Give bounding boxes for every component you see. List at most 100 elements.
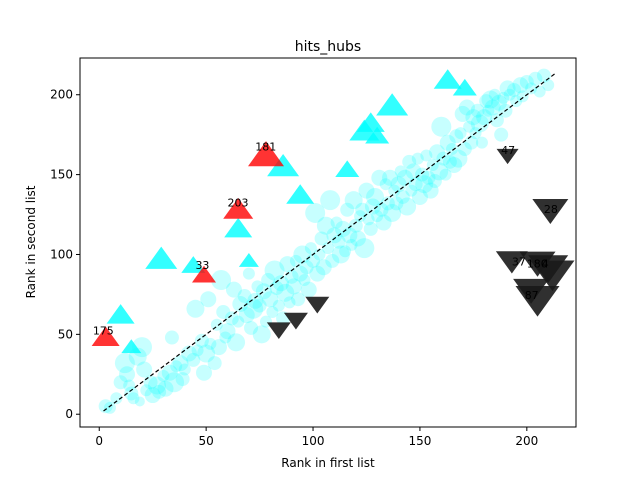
circle-point-124 (398, 197, 417, 216)
circle-point-60 (262, 291, 279, 308)
circle-point-118 (388, 184, 401, 197)
circle-point-31 (194, 333, 209, 348)
circle-point-30 (191, 344, 204, 357)
circle-point-5 (119, 366, 136, 383)
y-tick-label-0: 0 (65, 407, 73, 421)
circle-point-140 (431, 116, 452, 137)
circle-point-26 (178, 363, 191, 376)
circle-point-33 (197, 344, 216, 363)
circle-point-51 (244, 320, 259, 335)
circle-point-65 (272, 275, 289, 292)
circle-point-40 (216, 304, 231, 319)
circle-point-82 (309, 265, 326, 282)
circle-point-103 (355, 202, 370, 217)
circle-point-173 (507, 82, 521, 97)
circle-point-138 (429, 144, 446, 161)
circle-point-20 (161, 364, 178, 381)
circle-point-81 (305, 202, 326, 223)
circle-point-28 (186, 352, 201, 367)
circle-point-131 (415, 167, 430, 182)
circle-point-54 (251, 280, 264, 293)
circle-point-133 (420, 149, 433, 162)
circle-point-116 (382, 169, 398, 186)
triangle-up-point-13 (433, 69, 462, 89)
circle-point-113 (375, 214, 392, 231)
circle-point-21 (164, 330, 179, 345)
chart-title: hits_hubs (295, 39, 361, 55)
circle-point-67 (276, 283, 295, 302)
circle-point-94 (334, 220, 351, 237)
circle-point-158 (470, 114, 489, 133)
triangle-down-point-1 (283, 312, 308, 330)
circle-point-2 (110, 392, 123, 405)
circle-point-99 (344, 191, 363, 210)
circle-point-37 (210, 318, 223, 331)
circle-point-175 (512, 77, 529, 94)
triangle-down-point-3 (496, 148, 519, 165)
circle-point-7 (124, 386, 139, 401)
circle-point-78 (300, 281, 317, 298)
circle-point-69 (283, 296, 296, 309)
circle-point-12 (136, 361, 153, 378)
circle-point-8 (127, 392, 140, 405)
circle-point-84 (314, 231, 329, 246)
circle-point-171 (499, 80, 516, 97)
circle-point-178 (525, 82, 538, 95)
circle-point-38 (210, 339, 227, 356)
circle-point-104 (354, 238, 375, 259)
circle-point-24 (172, 355, 189, 372)
circle-point-150 (454, 105, 471, 122)
circle-point-96 (340, 202, 355, 217)
circle-point-77 (299, 260, 314, 275)
circle-point-127 (405, 163, 422, 180)
circle-point-52 (243, 298, 264, 319)
circle-point-83 (313, 248, 326, 261)
highlight-point-1 (192, 265, 216, 283)
circle-point-167 (491, 94, 508, 111)
circle-point-108 (364, 198, 381, 215)
circle-point-45 (227, 333, 246, 352)
diagonal-reference-line (103, 73, 555, 412)
circle-point-146 (446, 157, 463, 174)
circle-point-68 (279, 256, 296, 273)
circle-point-15 (144, 387, 161, 404)
circle-point-3 (113, 375, 128, 390)
circle-point-19 (157, 380, 174, 397)
circle-point-141 (436, 151, 451, 166)
circle-point-123 (396, 169, 413, 186)
x-tick-label-4: 200 (515, 434, 538, 448)
circle-point-179 (528, 71, 543, 86)
circle-point-35 (204, 337, 217, 350)
circle-point-111 (371, 169, 388, 186)
annotation-5: 28 (544, 203, 558, 216)
triangle-up-point-7 (286, 184, 315, 204)
circle-point-149 (454, 127, 467, 140)
circle-point-159 (475, 136, 488, 149)
circle-point-106 (362, 213, 375, 226)
annotation-8: 4 (542, 257, 549, 270)
circle-point-56 (252, 325, 271, 344)
circle-point-93 (331, 245, 350, 264)
circle-point-144 (442, 154, 457, 169)
circle-point-142 (439, 168, 452, 181)
circle-point-32 (196, 364, 212, 381)
circle-point-48 (237, 289, 252, 304)
circle-point-73 (291, 292, 306, 307)
circle-point-16 (147, 376, 166, 395)
circle-point-139 (430, 162, 449, 181)
circle-point-107 (363, 221, 378, 236)
circle-point-102 (354, 210, 367, 223)
circle-point-72 (289, 254, 302, 267)
circle-point-132 (415, 175, 434, 194)
circle-point-110 (371, 210, 384, 223)
circle-point-154 (464, 135, 479, 150)
circle-point-122 (395, 189, 410, 204)
circle-point-145 (446, 143, 458, 156)
circle-point-97 (341, 227, 358, 244)
circle-point-59 (261, 273, 276, 288)
circle-point-172 (503, 88, 516, 101)
circle-point-23 (170, 360, 183, 373)
circle-point-36 (207, 356, 222, 371)
triangle-down-point-4 (532, 198, 569, 225)
circle-point-79 (304, 242, 317, 255)
